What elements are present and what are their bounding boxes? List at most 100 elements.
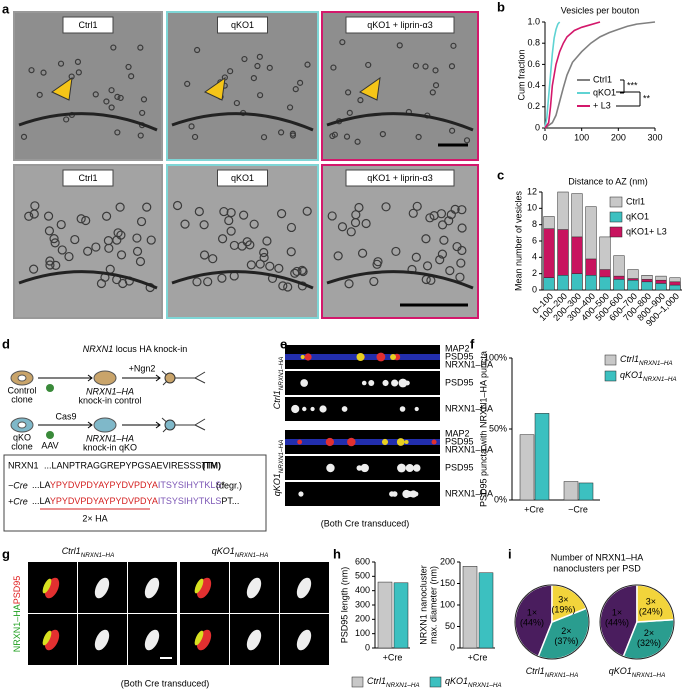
y-axis-label: PSD95 puncta with NRXN1–HA puncta (478, 351, 488, 507)
vesicle (304, 61, 311, 68)
panel-label: a (2, 1, 10, 16)
pie-outline (514, 584, 590, 660)
vesicle (139, 109, 146, 117)
punctum (376, 352, 386, 362)
vesicle (450, 204, 460, 214)
vesicle (290, 268, 300, 278)
bar (655, 283, 667, 291)
legend-swatch (609, 226, 623, 238)
vesicle (108, 104, 115, 111)
y-tick-label: 1.0 (527, 16, 540, 26)
vesicle (292, 266, 302, 277)
y-tick-label: 500 (355, 571, 370, 581)
legend-label: qKO1 (626, 211, 649, 221)
punctum (341, 406, 348, 412)
vesicle (224, 215, 234, 226)
punctum (356, 352, 365, 362)
vesicle (36, 91, 43, 98)
channel-label: PSD95 (445, 377, 474, 387)
ha-label: 2× HA (82, 513, 107, 523)
sequence-part: ITSYSIHYTKLS (158, 496, 222, 506)
vesicle (408, 208, 418, 218)
vesicle (250, 75, 257, 82)
result-label: NRXN1–HA (86, 386, 134, 396)
punctum (356, 465, 363, 471)
vesicle (425, 213, 435, 223)
y-tick-label: 0 (365, 642, 370, 652)
vesicle (255, 259, 265, 269)
vesicle (432, 82, 440, 89)
legend-label: Ctrl1 (626, 196, 645, 206)
pie-label-main: Ctrl1 (526, 666, 545, 676)
punctum (304, 353, 312, 361)
aav (46, 384, 54, 392)
label-box (345, 16, 455, 34)
significance: *** (627, 80, 638, 90)
sequence: ...LAYPYDVPDYAYPYDVPDYAITSYSIHYTKLS* (32, 480, 225, 490)
punctum (391, 491, 398, 497)
x-tick-label: +Cre (468, 652, 488, 662)
vesicle (227, 68, 234, 75)
channel-label: NRXN1–HA (445, 444, 493, 454)
vesicle (56, 219, 66, 230)
pie-outline (599, 584, 675, 660)
vesicle (128, 73, 135, 80)
x-tick-label: 0 (542, 132, 547, 142)
vesicle (74, 58, 82, 65)
slice-label: 1× (527, 608, 537, 618)
vesicle (357, 97, 364, 104)
cell (93, 370, 117, 386)
vesicle (194, 46, 201, 54)
y-axis-label: Mean number of vesicles (513, 190, 523, 291)
punctum (399, 406, 406, 412)
vesicle (344, 89, 352, 96)
vesicle (45, 260, 55, 270)
vesicle (439, 235, 449, 245)
y-tick-label: 0 (532, 284, 537, 294)
vesicle (289, 132, 297, 139)
vesicle (219, 206, 229, 217)
nucleus (17, 421, 27, 429)
vesicle (302, 206, 312, 216)
punctum (144, 629, 160, 651)
vesicle (337, 222, 348, 232)
membrane (326, 112, 474, 132)
vesicle (103, 98, 110, 105)
panel-label: h (333, 546, 341, 561)
label-green: NRXN1–HA (12, 604, 22, 652)
vesicle (51, 260, 61, 270)
y-tick-label: 0 (450, 642, 455, 652)
y-tick-label: 0.2 (527, 101, 540, 111)
sequence-part: ...LA (32, 496, 51, 506)
image-label: qKO1 + liprin-α3 (367, 20, 432, 30)
vesicle (76, 214, 86, 224)
punctum (42, 630, 52, 646)
channel-label: NRXN1 (289, 564, 320, 574)
y-tick-label: 10 (527, 203, 537, 213)
cas9-label: Cas9 (55, 411, 76, 421)
pie-label: qKO1NRXN1–HA (609, 666, 666, 678)
membrane (171, 270, 314, 290)
arrow (122, 421, 161, 429)
bar (585, 275, 597, 291)
bar (578, 482, 594, 501)
cdf-line (544, 21, 561, 129)
x-tick-label: 100 (574, 132, 589, 142)
slice-value-label: (32%) (637, 638, 661, 648)
y-tick-label: 50 (445, 621, 455, 631)
label-box (345, 169, 455, 187)
soma (164, 372, 176, 384)
pie-label-sub: NRXN1–HA (632, 672, 666, 679)
vesicle (437, 249, 448, 259)
punctum (360, 463, 369, 473)
vesicle (422, 261, 433, 271)
vesicle (266, 64, 273, 71)
group-label-sub: NRXN1–HA (81, 552, 115, 559)
vesicle (339, 39, 346, 46)
membrane (18, 112, 158, 132)
clone-label: Control (7, 385, 36, 395)
vesicle (116, 230, 126, 240)
legend-swatch (604, 354, 617, 366)
vesicle (391, 246, 401, 257)
